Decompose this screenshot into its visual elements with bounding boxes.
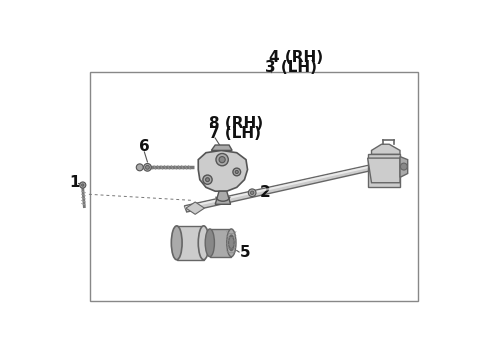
Polygon shape [215,191,230,204]
Text: 1: 1 [69,175,79,190]
Ellipse shape [205,229,215,257]
Ellipse shape [230,238,233,247]
Circle shape [235,170,238,174]
Polygon shape [184,164,375,212]
Circle shape [80,182,86,188]
Circle shape [216,153,228,166]
Polygon shape [368,158,400,183]
Text: 6: 6 [139,139,150,154]
Circle shape [251,191,254,195]
Circle shape [144,164,151,171]
Text: 4 (RH): 4 (RH) [269,50,323,65]
Polygon shape [198,151,248,191]
Polygon shape [400,157,408,178]
Text: 3 (LH): 3 (LH) [265,60,317,75]
Ellipse shape [198,226,209,260]
Ellipse shape [228,235,234,251]
Polygon shape [186,202,204,214]
Circle shape [400,163,408,170]
Circle shape [136,164,143,171]
Text: 2: 2 [260,185,271,200]
Circle shape [233,168,240,176]
Text: 7 (LH): 7 (LH) [209,126,261,141]
Bar [177,226,204,260]
Ellipse shape [227,229,236,257]
Polygon shape [211,145,232,151]
Circle shape [205,178,209,182]
Bar [368,154,400,187]
Circle shape [82,184,84,186]
Ellipse shape [171,226,182,260]
Circle shape [219,157,225,163]
Circle shape [248,189,256,197]
Bar [210,229,231,257]
Bar [90,72,418,301]
Circle shape [145,165,149,169]
Polygon shape [372,144,400,154]
Text: 5: 5 [240,245,251,260]
Circle shape [203,175,212,184]
Text: 8 (RH): 8 (RH) [209,116,263,131]
